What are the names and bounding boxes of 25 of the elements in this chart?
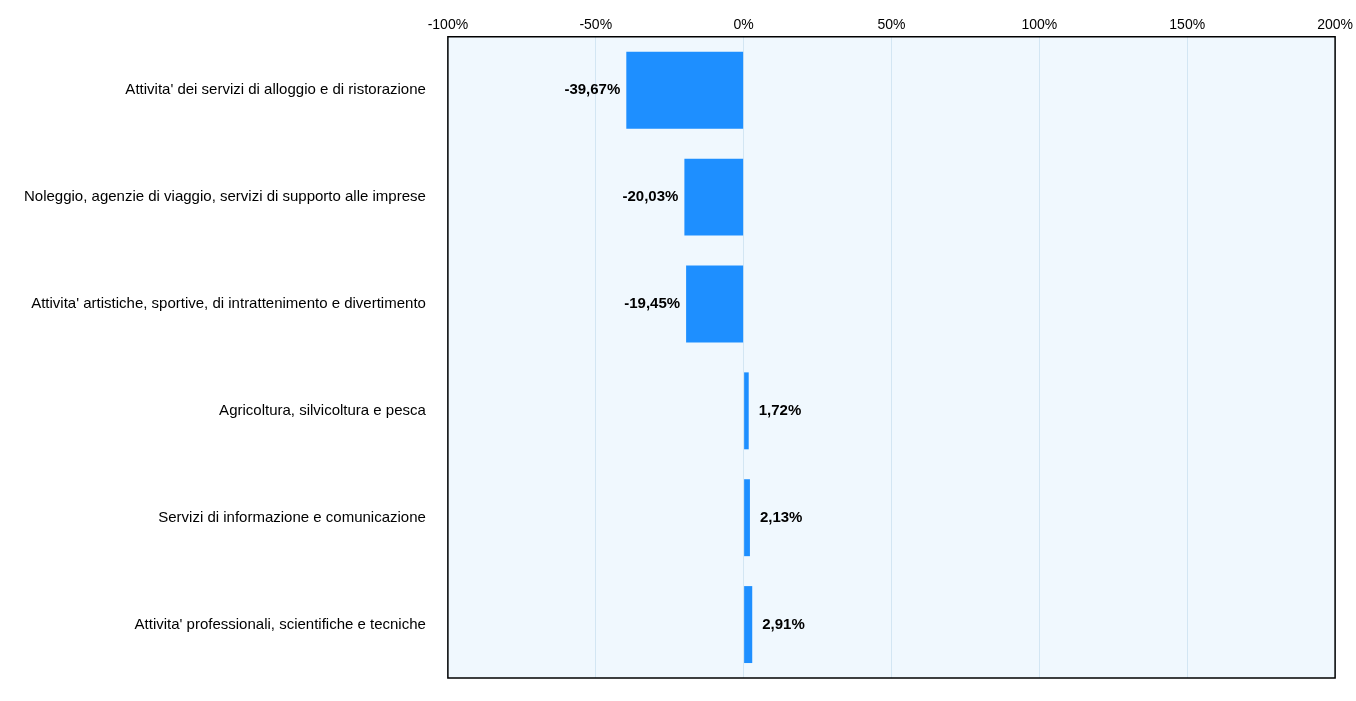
bar [684,158,744,236]
y-tick-label: Noleggio, agenzie di viaggio, servizi di supporto alle imprese [24,187,426,205]
bar [744,479,750,557]
bar [744,586,753,664]
x-tick-label: 100% [1021,16,1058,33]
x-tick-label: -50% [579,16,613,33]
x-tick-label: 50% [877,16,906,33]
bar [744,372,749,450]
x-tick-label: -100% [427,16,469,33]
x-tick-label: 150% [1169,16,1206,33]
data-label: 1,72% [758,400,802,418]
y-tick-label: Attivita' professionali, scientifiche e tecniche [134,614,426,632]
y-tick-label: Servizi di informazione e comunicazione [158,507,426,525]
bar [686,265,744,343]
y-tick-label: Attivita' dei servizi di alloggio e di ristorazione [125,80,426,98]
y-tick-label: Attivita' artistiche, sportive, di intrattenimento e divertimento [31,294,426,312]
y-tick-label: Agricoltura, silvicoltura e pesca [219,400,427,418]
data-label: 2,13% [759,507,803,525]
data-label: 2,91% [762,614,805,632]
x-tick-label: 0% [733,16,754,33]
x-tick-label: 200% [1317,16,1353,33]
data-label: -20,03% [622,187,679,205]
bar [626,51,744,129]
data-label: -39,67% [564,80,621,98]
data-label: -19,45% [624,294,681,312]
